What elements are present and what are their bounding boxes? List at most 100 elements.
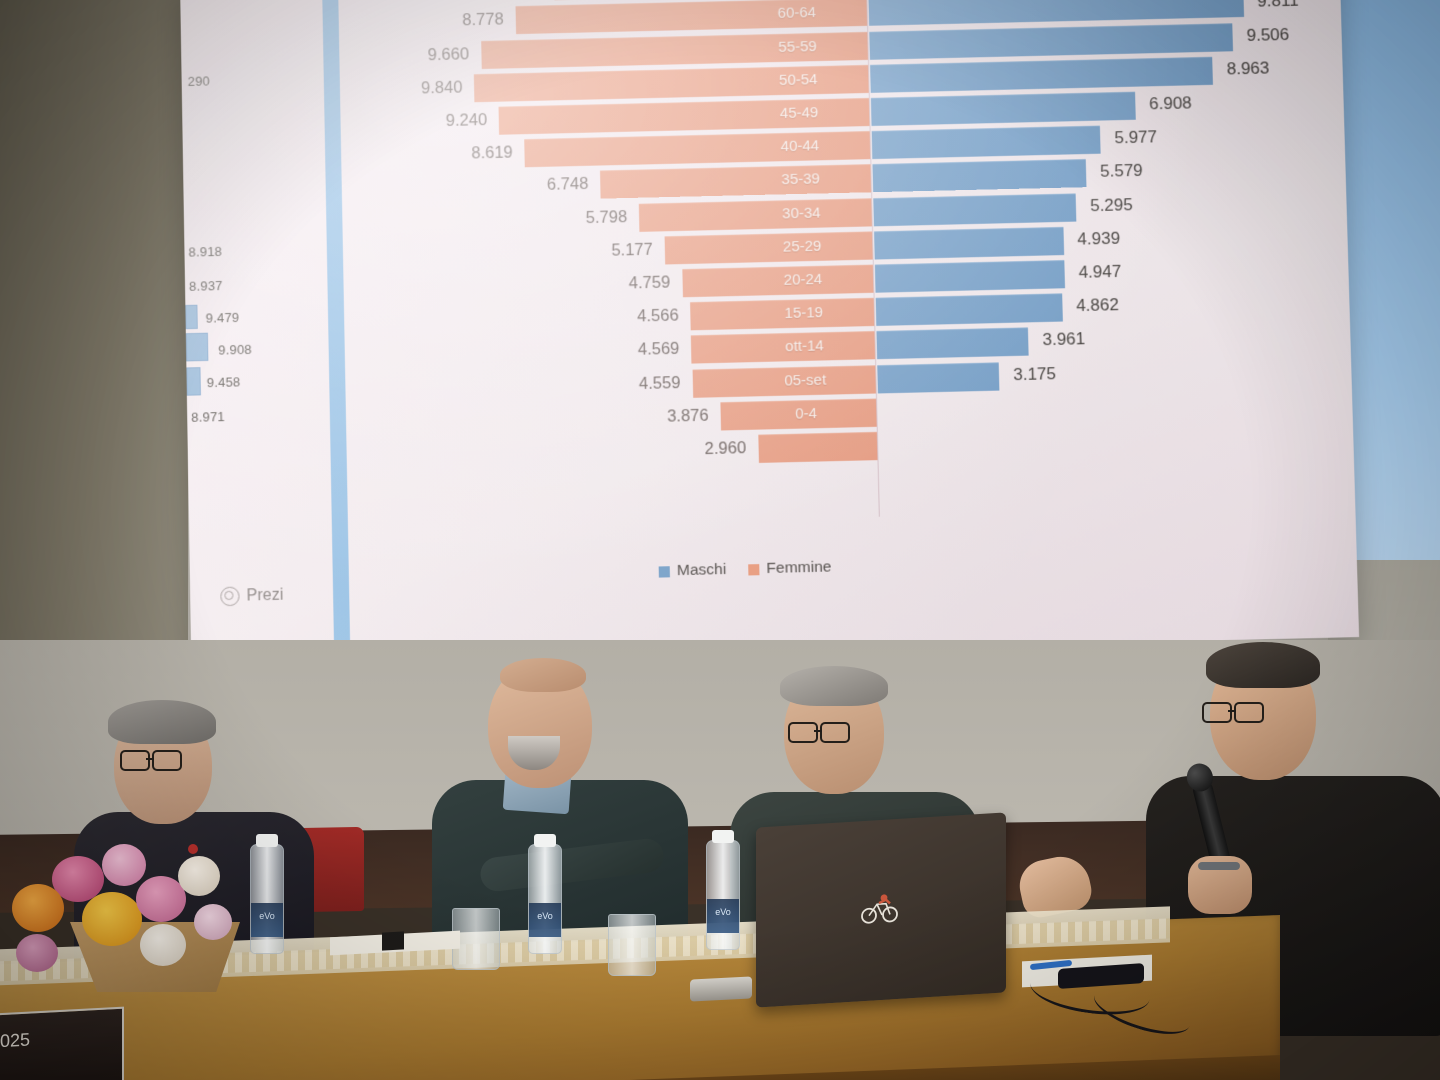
value-label-maschi: 9.811 <box>1256 0 1299 12</box>
age-group-label: 25-29 <box>782 237 822 256</box>
population-pyramid-chart: 18.7607.80765-698.7789.81160-649.6609.50… <box>349 0 1326 549</box>
panelist-4-glasses-bridge-icon <box>1228 710 1236 712</box>
slide-blue-stripe <box>321 0 351 644</box>
cyclist-sticker-icon <box>861 894 898 924</box>
value-label-maschi: 5.977 <box>1114 127 1158 148</box>
flower-pink-2 <box>102 844 146 886</box>
value-label-femmine: 6.748 <box>546 175 589 195</box>
age-group-label: 35-39 <box>781 170 821 189</box>
age-group-label: ott-14 <box>785 337 824 356</box>
crop-label-2: 8.937 <box>188 277 223 294</box>
crop-bar-1 <box>185 332 209 362</box>
bar-maschi <box>871 125 1101 160</box>
age-group-label: 40-44 <box>780 137 820 156</box>
value-label-maschi: 4.862 <box>1075 295 1120 316</box>
bottle-brand-2: eVo <box>537 911 553 921</box>
value-label-maschi: 4.939 <box>1077 228 1121 249</box>
small-clip <box>382 931 404 951</box>
crop-label-5: 9.458 <box>206 374 241 391</box>
prezi-label: Prezi <box>246 586 284 605</box>
age-group-label: 55-59 <box>778 37 817 56</box>
crop-label-4: 9.908 <box>218 341 253 358</box>
drinking-glass-1[interactable] <box>452 908 500 970</box>
panelist-3-glasses-right-icon <box>820 722 850 743</box>
chart-legend: Maschi Femmine <box>658 558 832 581</box>
panelist-1-glasses-bridge-icon <box>146 758 154 760</box>
value-label-maschi: 3.175 <box>1013 363 1057 384</box>
value-label-femmine: 3.876 <box>666 406 709 426</box>
age-group-label: 0-4 <box>794 404 818 423</box>
panelist-4-hair <box>1206 642 1320 688</box>
panelist-3-hair <box>780 666 888 706</box>
value-label-maschi: 5.295 <box>1089 194 1134 215</box>
legend-item-maschi: Maschi <box>658 561 727 581</box>
panelist-4-wrist-band <box>1198 862 1240 870</box>
value-label-femmine: 8.778 <box>462 10 504 30</box>
age-group-label: 05-set <box>784 371 827 390</box>
age-group-label: 15-19 <box>784 304 824 323</box>
water-bottle-3[interactable]: eVo <box>706 830 740 950</box>
panelist-2-goatee <box>508 736 560 770</box>
bar-maschi <box>872 159 1087 193</box>
flower-white-1 <box>178 856 220 896</box>
bottle-label-1 <box>251 903 283 937</box>
flower-bouquet <box>10 840 260 992</box>
value-label-maschi: 3.961 <box>1042 329 1086 350</box>
panelist-2-bald-crown <box>500 658 586 692</box>
wall-left-shadow <box>0 0 188 700</box>
crop-bar-0 <box>185 304 198 330</box>
age-group-label: 45-49 <box>779 104 819 123</box>
value-label-femmine: 8.619 <box>471 143 513 163</box>
flower-white-2 <box>140 924 186 966</box>
crop-label-0: 290 <box>187 73 211 89</box>
flower-pink-1 <box>52 856 104 902</box>
crop-bar-2 <box>186 367 201 396</box>
slide-surface: 290 8.918 8.937 9.479 9.908 9.458 8.971 … <box>180 0 1360 665</box>
flower-orange-1 <box>12 884 64 932</box>
panelist-1-lapel-pin <box>188 844 198 854</box>
bar-maschi <box>876 327 1029 360</box>
crop-label-3: 9.479 <box>205 309 240 326</box>
panelist-1-glasses-left-icon <box>120 750 150 771</box>
bottle-cap-3-icon <box>712 830 734 843</box>
age-group-label: 20-24 <box>783 270 823 289</box>
value-label-femmine: 9.660 <box>427 44 470 64</box>
legend-label-femmine: Femmine <box>766 558 832 578</box>
bottle-cap-1-icon <box>256 834 278 847</box>
cropped-chart-left: 290 8.918 8.937 9.479 9.908 9.458 8.971 <box>180 0 322 665</box>
bar-maschi <box>875 293 1063 327</box>
water-bottle-2[interactable]: eVo <box>528 834 562 954</box>
flower-pink-5 <box>194 904 232 940</box>
value-label-maschi: 8.963 <box>1226 58 1270 79</box>
panelist-4-glasses-left-icon <box>1202 702 1232 723</box>
value-label-maschi: 5.579 <box>1099 161 1143 182</box>
banner-year: 2025 <box>0 1029 31 1052</box>
value-label-femmine: 9.840 <box>420 78 463 98</box>
bar-femmine <box>757 431 878 463</box>
drinking-glass-2[interactable] <box>608 914 656 976</box>
bar-maschi <box>877 361 1000 394</box>
value-label-femmine: 5.177 <box>611 240 653 260</box>
flower-pink-3 <box>136 876 186 922</box>
value-label-femmine: 4.759 <box>628 273 671 293</box>
crop-label-6: 8.971 <box>191 408 226 425</box>
bottle-brand-3: eVo <box>715 907 731 917</box>
age-group-label: 30-34 <box>781 204 821 223</box>
value-label-femmine: 4.569 <box>637 340 680 360</box>
panelist-3-glasses-left-icon <box>788 722 818 743</box>
panelist-1-hair <box>108 700 216 744</box>
bar-maschi <box>874 226 1064 260</box>
value-label-femmine: 4.559 <box>638 373 681 393</box>
water-bottle-1[interactable]: eVo <box>250 834 284 954</box>
age-group-label: 50-54 <box>778 70 818 89</box>
value-label-femmine: 2.960 <box>704 438 747 459</box>
bottle-label-2 <box>529 903 561 937</box>
legend-swatch-maschi-icon <box>658 565 670 578</box>
smartphone[interactable] <box>690 976 752 1002</box>
laptop-lid <box>756 812 1006 1008</box>
value-label-femmine: 4.566 <box>637 306 679 326</box>
value-label-femmine: 9.240 <box>445 110 488 130</box>
age-group-label: 60-64 <box>777 4 817 23</box>
projection-screen: 290 8.918 8.937 9.479 9.908 9.458 8.971 … <box>180 0 1360 665</box>
